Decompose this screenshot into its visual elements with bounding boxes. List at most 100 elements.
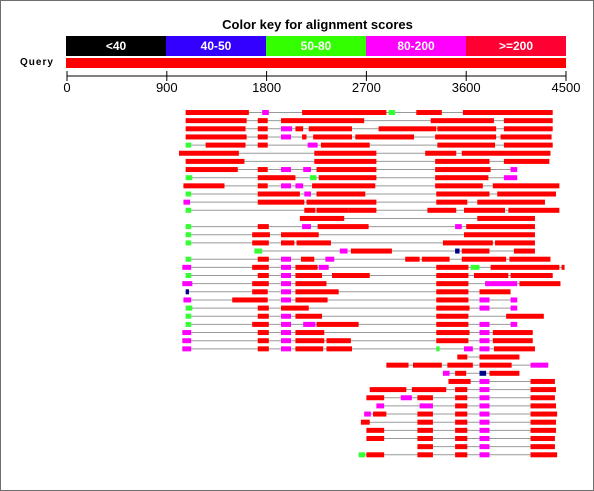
hit-segment[interactable] [485,281,518,287]
hit-segment[interactable] [300,256,315,262]
hit-segment[interactable] [479,305,490,311]
hit-segment[interactable] [500,134,552,140]
hit-segment[interactable] [436,313,469,319]
hit-segment[interactable] [435,175,489,181]
hit-row[interactable] [185,273,553,278]
hit-segment[interactable] [295,183,304,189]
hit-segment[interactable] [281,273,291,278]
hit-segment[interactable] [314,150,377,156]
hit-segment[interactable] [366,436,385,441]
hit-segment[interactable] [492,338,533,344]
hit-row[interactable] [185,289,511,295]
hit-segment[interactable] [257,175,296,181]
hit-segment[interactable] [510,297,518,303]
hit-segment[interactable] [303,321,316,327]
hit-row[interactable] [185,110,553,115]
hit-segment[interactable] [281,232,319,238]
hit-segment[interactable] [417,452,433,458]
hit-row[interactable] [185,224,535,230]
hit-segment[interactable] [462,110,553,115]
hit-segment[interactable] [479,321,490,327]
hit-segment[interactable] [232,297,268,303]
hit-segment[interactable] [455,427,468,433]
hit-segment[interactable] [313,134,352,140]
hit-segment[interactable] [257,191,300,197]
hit-segment[interactable] [295,346,324,352]
hit-segment[interactable] [455,395,468,401]
hit-segment[interactable] [281,305,297,311]
hit-segment[interactable] [314,158,377,164]
hit-row[interactable] [369,387,557,393]
hit-segment[interactable] [461,256,507,262]
hit-row[interactable] [185,142,553,148]
hit-segment[interactable] [339,248,348,254]
hit-segment[interactable] [318,264,329,270]
hit-segment[interactable] [463,346,473,352]
hit-segment[interactable] [479,354,520,360]
hit-segment[interactable] [185,256,192,262]
hit-segment[interactable] [479,427,490,433]
hit-segment[interactable] [561,264,565,270]
hit-segment[interactable] [185,273,192,278]
hit-segment[interactable] [436,330,470,336]
hit-segment[interactable] [281,297,291,303]
hit-segment[interactable] [257,142,268,148]
hit-segment[interactable] [466,224,535,230]
hit-row[interactable] [366,395,555,401]
hit-segment[interactable] [435,134,497,140]
hit-row[interactable] [185,256,551,262]
hit-segment[interactable] [430,118,494,124]
hit-segment[interactable] [185,175,193,181]
hit-segment[interactable] [281,338,291,344]
hit-segment[interactable] [388,110,396,115]
hit-segment[interactable] [281,330,291,336]
hit-row[interactable] [185,305,518,311]
hit-segment[interactable] [492,183,560,189]
hit-segment[interactable] [312,183,376,189]
hit-segment[interactable] [427,207,457,213]
hit-segment[interactable] [530,395,555,401]
hit-row[interactable] [182,330,533,336]
hit-segment[interactable] [366,452,385,458]
hit-segment[interactable] [442,240,493,246]
hit-segment[interactable] [304,207,316,213]
hit-segment[interactable] [411,387,447,393]
hit-segment[interactable] [257,305,269,311]
hit-segment[interactable] [281,126,293,132]
hit-segment[interactable] [183,199,191,205]
hit-segment[interactable] [257,167,268,173]
hit-segment[interactable] [455,452,468,458]
hit-segment[interactable] [405,256,420,262]
hit-segment[interactable] [299,215,345,221]
hit-row[interactable] [178,150,551,156]
hit-segment[interactable] [257,313,269,319]
hit-segment[interactable] [455,444,468,450]
hit-segment[interactable] [309,175,317,181]
hit-segment[interactable] [364,411,371,417]
hit-segment[interactable] [185,110,249,115]
hit-segment[interactable] [436,338,469,344]
hit-segment[interactable] [417,395,433,401]
hit-segment[interactable] [503,158,550,164]
hit-segment[interactable] [479,411,490,417]
hit-segment[interactable] [479,370,487,376]
hit-segment[interactable] [295,297,328,303]
hit-row[interactable] [185,167,518,173]
hit-segment[interactable] [185,134,247,140]
hit-segment[interactable] [316,207,349,213]
hit-segment[interactable] [355,134,415,140]
hit-segment[interactable] [463,232,535,238]
hit-segment[interactable] [479,289,511,295]
hit-segment[interactable] [281,256,291,262]
hit-row[interactable] [185,232,535,238]
hit-segment[interactable] [509,256,551,262]
hit-segment[interactable] [436,346,440,352]
hit-row[interactable] [360,419,557,425]
hit-segment[interactable] [295,338,325,344]
hit-row[interactable] [366,436,555,441]
hit-segment[interactable] [295,273,323,278]
hit-segment[interactable] [185,142,192,148]
hit-segment[interactable] [302,224,311,230]
hit-segment[interactable] [252,281,269,287]
hit-segment[interactable] [316,191,366,197]
